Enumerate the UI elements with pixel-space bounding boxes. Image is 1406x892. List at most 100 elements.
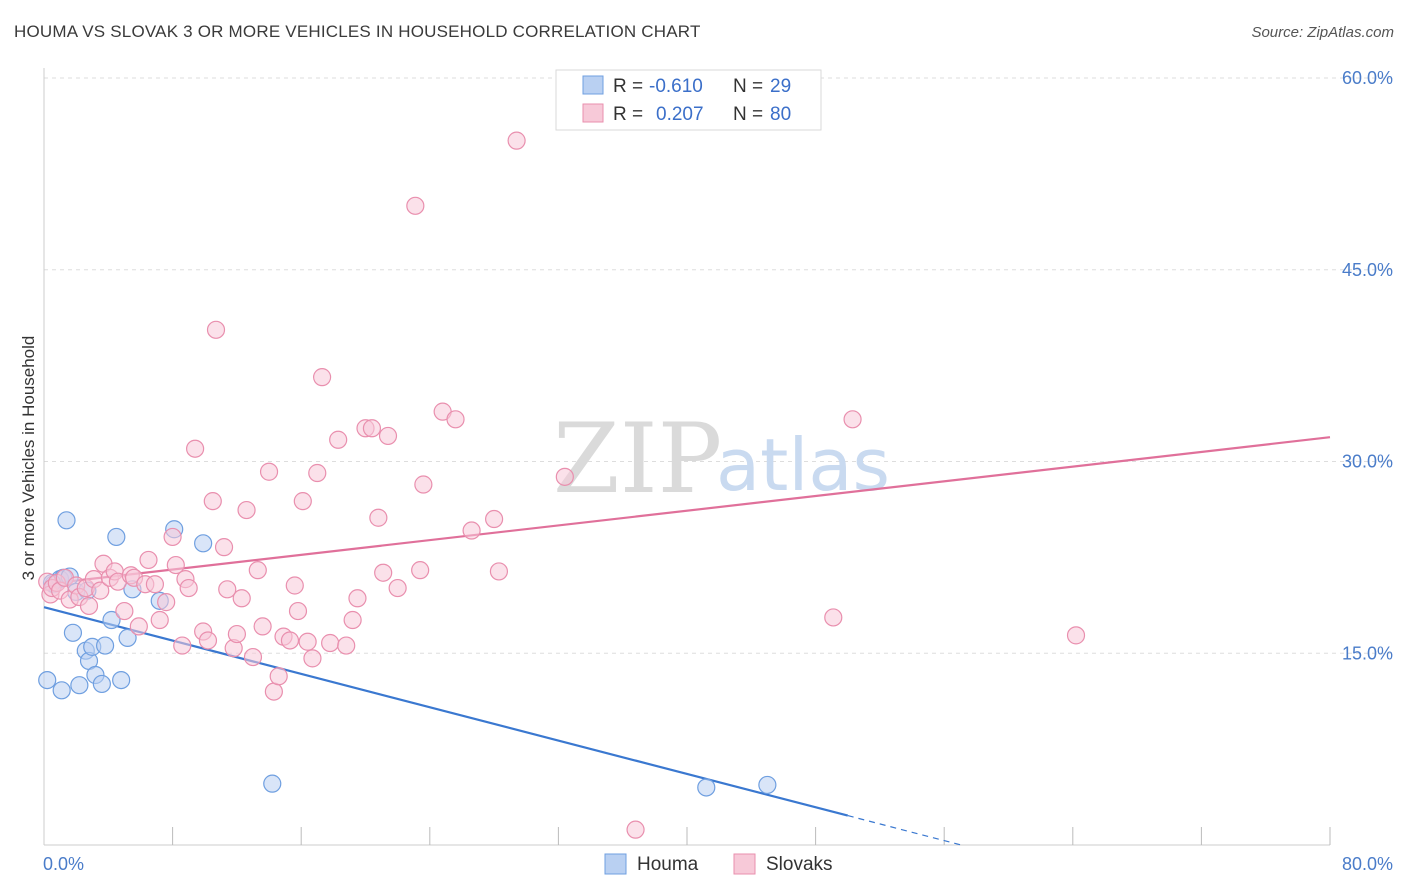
slovaks-point — [1066, 626, 1086, 645]
slovaks-point — [298, 632, 317, 651]
gridlines — [44, 77, 1392, 654]
slovaks-point — [378, 426, 398, 446]
slovaks-point — [173, 636, 192, 655]
legend-label-houma: Houma — [637, 854, 699, 875]
slovaks-point — [369, 508, 388, 527]
slovaks-point — [321, 633, 340, 653]
houma-point — [112, 670, 131, 690]
source-credit: Source: ZipAtlas.com — [1251, 24, 1394, 41]
slovaks-point — [218, 580, 237, 599]
houma-point — [697, 778, 716, 797]
houma-trend-line — [43, 606, 849, 817]
slovaks-point — [243, 647, 263, 667]
data-points — [38, 131, 1086, 839]
correlation-legend: R = -0.610 N = 29 R = 0.207 N = 80 — [555, 69, 822, 131]
watermark: ZIP atlas — [553, 403, 890, 515]
y-axis-label: 3 or more Vehicles in Household — [19, 336, 38, 581]
houma-point — [92, 674, 111, 694]
houma-point — [107, 527, 126, 547]
slovaks-point — [293, 492, 312, 511]
slovaks-point — [179, 578, 198, 598]
legend-n-label: N = — [733, 76, 763, 97]
slovaks-point — [462, 521, 481, 540]
legend-swatch-houma — [604, 853, 627, 875]
houma-point — [194, 534, 213, 553]
slovaks-point — [186, 439, 205, 458]
slovaks-point — [115, 601, 134, 621]
slovaks-point — [414, 475, 433, 494]
legend-n-value: 29 — [770, 76, 791, 97]
legend-n-value: 80 — [770, 104, 791, 125]
slovaks-point — [79, 596, 99, 616]
slovaks-point — [489, 562, 509, 581]
houma-point — [52, 681, 71, 700]
slovaks-point — [269, 667, 288, 686]
slovaks-point — [288, 601, 308, 621]
slovaks-point — [406, 196, 425, 215]
slovaks-point — [166, 555, 185, 575]
legend-label-slovaks: Slovaks — [766, 854, 833, 875]
slovaks-point — [129, 617, 148, 636]
slovaks-point — [150, 610, 169, 630]
slovaks-point — [329, 430, 348, 449]
houma-point — [63, 623, 83, 642]
legend-n-label: N = — [733, 104, 763, 125]
houma-point — [57, 511, 76, 530]
houma-point — [70, 676, 89, 695]
slovaks-point — [163, 527, 182, 547]
legend-r-value: -0.610 — [649, 76, 703, 97]
legend-swatch-houma — [582, 75, 604, 95]
slovaks-point — [285, 576, 304, 595]
slovaks-point — [374, 563, 393, 582]
x-tick-label: 80.0% — [1342, 854, 1393, 874]
slovaks-point — [362, 419, 382, 438]
slovaks-point — [337, 636, 356, 655]
slovaks-point — [308, 463, 327, 483]
slovaks-point — [555, 467, 574, 486]
slovaks-point — [157, 593, 176, 612]
chart-title: HOUMA VS SLOVAK 3 OR MORE VEHICLES IN HO… — [14, 22, 701, 41]
slovaks-point — [198, 631, 218, 650]
slovaks-point — [248, 561, 267, 580]
series-legend: Houma Slovaks — [604, 853, 833, 875]
slovaks-point — [145, 575, 165, 594]
houma-point — [102, 610, 121, 630]
houma-point — [263, 774, 282, 793]
slovaks-point — [259, 462, 279, 481]
slovaks-point — [214, 538, 234, 557]
slovaks-point — [843, 410, 862, 429]
houma-point — [38, 670, 57, 690]
slovaks-point — [446, 410, 465, 429]
slovaks-point — [411, 561, 430, 580]
slovaks-point — [203, 492, 222, 511]
slovaks-point — [280, 631, 300, 650]
houma-trend-extension — [847, 815, 961, 846]
legend-swatch-slovaks — [582, 103, 604, 123]
houma-point — [95, 636, 115, 655]
slovaks-point — [312, 368, 332, 387]
houma-point — [758, 775, 777, 795]
slovaks-point — [303, 649, 322, 668]
x-tick-label: 0.0% — [43, 854, 84, 874]
y-tick-label: 60.0% — [1342, 68, 1393, 88]
y-tick-label: 15.0% — [1342, 643, 1393, 663]
slovaks-point — [139, 550, 158, 570]
slovaks-point — [264, 682, 283, 701]
y-tick-label: 30.0% — [1342, 452, 1393, 472]
axes — [43, 68, 1331, 846]
slovaks-point — [237, 500, 256, 520]
slovaks-point — [253, 617, 272, 636]
slovaks-point — [206, 320, 226, 339]
slovaks-point — [388, 578, 407, 598]
slovaks-point — [91, 581, 110, 600]
watermark-zip: ZIP — [553, 403, 722, 515]
slovaks-point — [227, 624, 246, 644]
slovaks-trend-line — [43, 436, 1331, 586]
legend-r-label: R = — [613, 76, 643, 97]
slovaks-point — [232, 589, 251, 608]
slovaks-point — [626, 820, 645, 839]
watermark-atlas: atlas — [716, 423, 890, 507]
tick-labels: 15.0% 30.0% 45.0% 60.0% 0.0% 80.0% — [43, 68, 1393, 874]
legend-swatch-slovaks — [733, 853, 756, 875]
